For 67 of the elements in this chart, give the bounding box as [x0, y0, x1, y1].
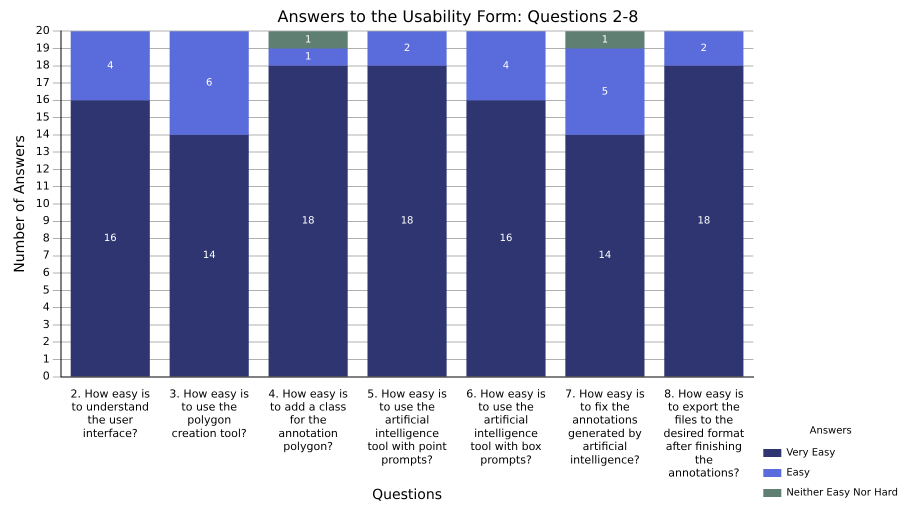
data-label: 18: [302, 216, 314, 227]
y-tick-label: 19: [36, 41, 50, 54]
x-tick-label: 8. How easy is to export the files to the desired format after finishing the annotations?: [663, 387, 745, 480]
bar: [170, 134, 249, 376]
y-tick-label: 13: [36, 145, 50, 158]
data-label: 1: [602, 34, 608, 46]
y-tick-label: 12: [36, 162, 50, 176]
legend-label: Very Easy: [786, 448, 836, 459]
y-tick-label: 0: [42, 370, 50, 383]
data-label: 2: [404, 43, 410, 54]
y-tick-label: 7: [42, 248, 50, 262]
bar: [565, 31, 644, 48]
y-tick-label: 6: [42, 266, 50, 279]
data-label: 4: [502, 60, 510, 72]
bar: [466, 31, 546, 100]
data-label: 14: [202, 250, 216, 262]
y-tick-label: 16: [36, 93, 50, 106]
y-tick-label: 17: [36, 76, 50, 89]
bar: [170, 31, 249, 135]
y-tick-label: 14: [36, 128, 50, 141]
y-tick-label: 9: [42, 214, 50, 228]
data-label: 18: [697, 216, 710, 227]
y-axis-title: Number of Answers: [12, 135, 28, 273]
bar: [367, 66, 447, 376]
y-tick-label: 4: [42, 300, 50, 314]
bar: [565, 134, 644, 376]
data-label: 14: [598, 250, 612, 262]
data-label: 4: [107, 60, 114, 72]
x-tick-label: 4. How easy is to add a class for the annotation polygon?: [268, 387, 348, 454]
y-tick-label: 8: [42, 231, 50, 244]
y-tick-label: 2: [42, 335, 50, 348]
x-axis-title: Questions: [372, 487, 442, 504]
y-tick-label: 1: [42, 352, 50, 366]
data-label: 2: [700, 43, 708, 54]
legend-label: Easy: [786, 468, 810, 479]
x-tick-label: 7. How easy is to fix the annotations generated by artificial intelligence?: [565, 387, 645, 466]
x-tick-label: 2. How easy is to understand the user interface?: [70, 387, 150, 440]
legend-title: Answers: [810, 426, 852, 437]
y-tick-label: 18: [36, 58, 50, 72]
data-label: 16: [500, 232, 512, 244]
bar: [268, 66, 348, 376]
bar: [70, 31, 150, 100]
bar: [466, 100, 546, 376]
data-label: 18: [400, 216, 414, 227]
legend-label: Neither Easy Nor Hard: [786, 488, 898, 499]
y-tick-label: 5: [42, 283, 50, 296]
x-tick-label: 5. How easy is to use the artificial intelligence tool with point prompts?: [367, 387, 448, 466]
data-label: 1: [304, 34, 312, 46]
bar: [664, 31, 744, 66]
bar: [367, 31, 447, 66]
y-tick-label: 11: [36, 180, 50, 193]
x-tick-label: 6. How easy is to use the artificial intelligence tool with box prompts?: [466, 387, 546, 466]
bar: [565, 48, 644, 135]
data-label: 6: [206, 78, 212, 89]
chart-title: Answers to the Usability Form: Questions 2-8: [278, 6, 638, 26]
y-tick-label: 20: [36, 24, 50, 38]
data-label: 5: [602, 86, 608, 98]
bar: [268, 31, 348, 48]
data-label: 16: [104, 232, 117, 244]
y-tick-label: 3: [42, 318, 50, 331]
y-tick-label: 15: [36, 110, 50, 124]
data-label: 1: [304, 52, 312, 63]
bar: [70, 100, 150, 376]
x-tick-label: 3. How easy is to use the polygon creation tool?: [169, 387, 250, 440]
y-tick-label: 10: [36, 196, 50, 210]
bar: [664, 66, 744, 376]
bar: [268, 48, 348, 66]
